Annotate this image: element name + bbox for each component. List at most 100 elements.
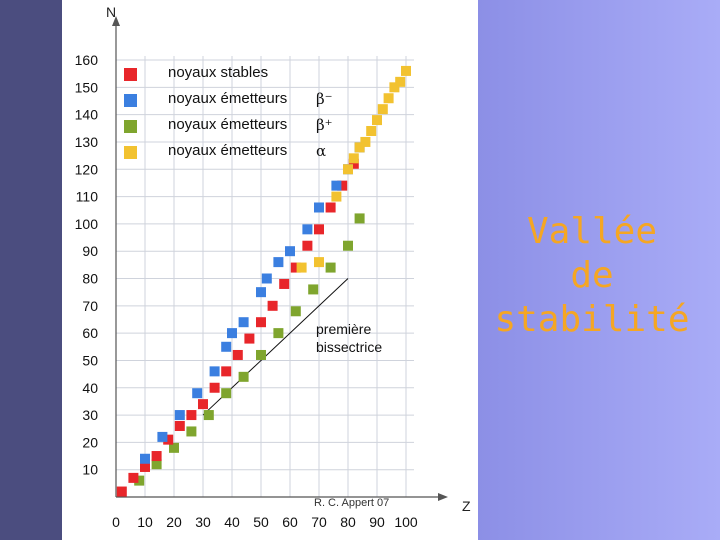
beta-plus-point — [256, 349, 266, 360]
y-tick-label: 20 — [82, 434, 98, 450]
legend-label: noyaux stables — [168, 64, 269, 81]
stable-point — [163, 434, 174, 445]
beta-plus-point — [203, 410, 214, 421]
title-line-1: Vallée — [526, 211, 658, 252]
beta-minus-point — [192, 388, 203, 399]
x-tick-label: 60 — [282, 514, 298, 530]
alpha-point — [343, 164, 353, 175]
beta-minus-point — [331, 180, 342, 191]
beta-plus-point — [238, 371, 249, 382]
stable-point — [337, 180, 348, 191]
x-tick-label: 70 — [311, 514, 327, 530]
slide-title: Vallée de stabilité — [482, 210, 702, 342]
alpha-point — [401, 65, 411, 76]
beta-minus-point — [256, 287, 266, 298]
y-tick-label: 70 — [82, 298, 98, 314]
beta-minus-point — [314, 202, 324, 213]
plot-area: 0 10 20 30 40 50 60 70 80 90 100 10 20 30 40 50 60 70 80 90… — [75, 16, 448, 530]
beta-minus-point — [285, 246, 295, 257]
stable-point — [209, 382, 220, 393]
y-tick-label: 150 — [75, 79, 99, 95]
legend-symbol: β⁻ — [316, 90, 333, 108]
beta-plus-point — [221, 388, 232, 399]
y-tick-label: 90 — [82, 243, 98, 259]
stable-point — [198, 399, 208, 410]
legend-symbol: β⁺ — [316, 116, 333, 134]
beta-plus-point — [343, 240, 353, 251]
beta-plus-point — [169, 442, 179, 453]
x-tick-label: 80 — [340, 514, 356, 530]
x-tick-label: 30 — [195, 514, 211, 530]
alpha-point — [331, 191, 342, 202]
alpha-point — [389, 82, 400, 93]
x-tick-label: 50 — [253, 514, 269, 530]
alpha-point — [348, 153, 359, 164]
alpha-point — [314, 257, 324, 268]
beta-minus-point — [157, 431, 168, 442]
stable-point — [325, 202, 336, 213]
stable-point — [290, 262, 301, 273]
beta-plus-point — [186, 426, 197, 437]
beta-plus-point — [273, 328, 284, 339]
stable-point — [128, 472, 139, 483]
x-axis-arrow — [438, 493, 448, 501]
stable-point — [244, 333, 255, 344]
y-tick-label: 80 — [82, 271, 98, 287]
legend-swatch-alpha — [124, 146, 137, 159]
y-tick-label: 140 — [75, 107, 99, 123]
alpha-point — [383, 93, 394, 104]
alpha-point — [366, 126, 377, 137]
stable-point — [151, 451, 162, 462]
beta-minus-point — [140, 453, 150, 464]
legend-swatch-beta-minus — [124, 94, 137, 107]
y-tick-label: 130 — [75, 134, 99, 150]
alpha-point — [377, 104, 388, 115]
legend-symbol: α — [316, 142, 327, 160]
beta-minus-point — [302, 224, 313, 235]
beta-plus-point — [308, 284, 319, 295]
y-tick-label: 110 — [76, 189, 99, 205]
beta-minus-point — [261, 273, 272, 284]
beta-minus-point — [273, 257, 284, 268]
stable-point — [256, 317, 266, 328]
stable-point — [348, 158, 359, 169]
stable-point — [314, 224, 324, 235]
annotation-line-1: première — [316, 321, 372, 337]
x-tick-label: 20 — [166, 514, 182, 530]
x-axis-label: Z — [462, 498, 471, 514]
beta-minus-point — [221, 341, 232, 352]
y-axis-label: N — [106, 4, 117, 20]
credit-text: R. C. Appert 07 — [314, 497, 390, 509]
legend-swatch-stable — [124, 68, 137, 81]
x-tick-label: 90 — [369, 514, 385, 530]
y-tick-label: 120 — [75, 161, 99, 177]
x-tick-label: 100 — [394, 514, 418, 530]
x-tick-label: 40 — [224, 514, 240, 530]
chart: 0 10 20 30 40 50 60 70 80 90 100 10 20 30 40 50 60 70 80 90… — [62, 0, 478, 540]
stable-point — [302, 240, 313, 251]
alpha-point — [372, 115, 382, 126]
alpha-point — [395, 76, 406, 87]
legend-label: noyaux émetteurs — [168, 116, 288, 133]
alpha-point — [354, 142, 365, 153]
beta-minus-point — [227, 328, 237, 339]
title-line-2: de — [570, 255, 614, 296]
alpha-point — [296, 262, 307, 273]
stable-point — [174, 420, 185, 431]
y-tick-label: 160 — [75, 52, 99, 68]
title-line-3: stabilité — [494, 299, 690, 340]
annotation-line-2: bissectrice — [316, 339, 383, 355]
beta-plus-point — [325, 262, 336, 273]
y-tick-label: 10 — [82, 462, 98, 478]
alpha-point — [360, 136, 371, 147]
title-panel — [478, 0, 720, 540]
stable-point — [221, 366, 232, 377]
stable-point — [232, 349, 243, 360]
beta-plus-point — [134, 475, 145, 486]
y-tick-label: 100 — [75, 216, 99, 232]
legend-swatch-beta-plus — [124, 120, 137, 133]
y-tick-label: 40 — [82, 380, 98, 396]
y-tick-label: 50 — [82, 352, 98, 368]
x-tick-label: 0 — [112, 514, 120, 530]
stable-point — [279, 278, 290, 289]
